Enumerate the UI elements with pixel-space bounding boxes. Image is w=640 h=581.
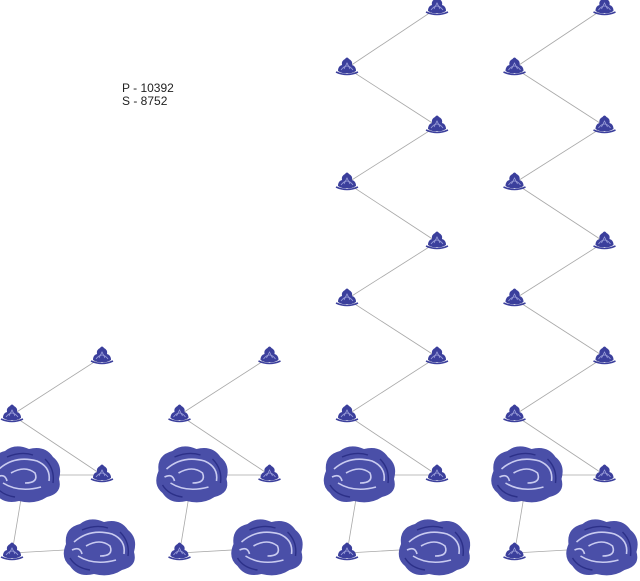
stitch-line	[514, 241, 605, 300]
bud-motif	[502, 541, 527, 561]
stitch-line	[514, 298, 605, 358]
flower-motif	[322, 445, 396, 504]
stitch-line	[11, 414, 103, 476]
bud-motif	[90, 463, 114, 483]
bud-motif	[592, 230, 617, 250]
bud-motif	[425, 114, 449, 134]
bud-motif	[167, 541, 192, 561]
bud-motif	[502, 287, 527, 307]
bud-motif	[425, 230, 449, 250]
bud-motif	[502, 56, 527, 76]
stitch-line	[11, 356, 103, 416]
flower-motif	[490, 445, 564, 504]
stitch-line	[346, 241, 438, 300]
bud-motif	[335, 541, 359, 561]
flower-motif	[230, 518, 304, 577]
stitch-line	[346, 7, 438, 69]
bud-motif	[502, 403, 527, 423]
stitch-line	[346, 182, 438, 243]
stitch-line	[346, 67, 438, 127]
stitch-line	[346, 125, 438, 184]
bud-motif	[0, 403, 24, 423]
stitch-line	[346, 414, 438, 476]
bud-motif	[425, 463, 449, 483]
flower-motif	[565, 518, 639, 577]
bud-motif	[257, 345, 282, 365]
bud-motif	[167, 403, 192, 423]
stitch-line	[179, 356, 270, 416]
flower-motif	[155, 445, 229, 504]
stitch-count: S - 8752	[122, 94, 168, 108]
bud-motif	[592, 463, 617, 483]
bud-motif	[335, 403, 359, 423]
stitch-line	[514, 7, 605, 69]
design-code: P - 10392	[122, 81, 174, 95]
stitch-line	[346, 356, 438, 416]
stitch-line	[179, 414, 270, 476]
stitch-line	[514, 67, 605, 127]
bud-motif	[425, 345, 449, 365]
stitch-line	[514, 414, 605, 476]
stitch-line	[514, 182, 605, 243]
bud-motif	[592, 114, 617, 134]
bud-motif	[502, 171, 527, 191]
stitch-line	[514, 356, 605, 416]
bud-motif	[0, 541, 24, 561]
stitch-lines	[11, 7, 605, 554]
bud-motif	[592, 0, 617, 16]
flower-motif	[397, 518, 471, 577]
bud-motif	[425, 0, 449, 16]
stitch-line	[514, 125, 605, 184]
stitch-line	[346, 298, 438, 358]
bud-motif	[592, 345, 617, 365]
bud-motif	[335, 287, 359, 307]
flower-motif	[62, 518, 136, 577]
bud-motif	[335, 171, 359, 191]
bud-motif	[257, 463, 282, 483]
bud-motif	[90, 345, 114, 365]
bud-motif	[335, 56, 359, 76]
flower-motif	[0, 445, 61, 504]
